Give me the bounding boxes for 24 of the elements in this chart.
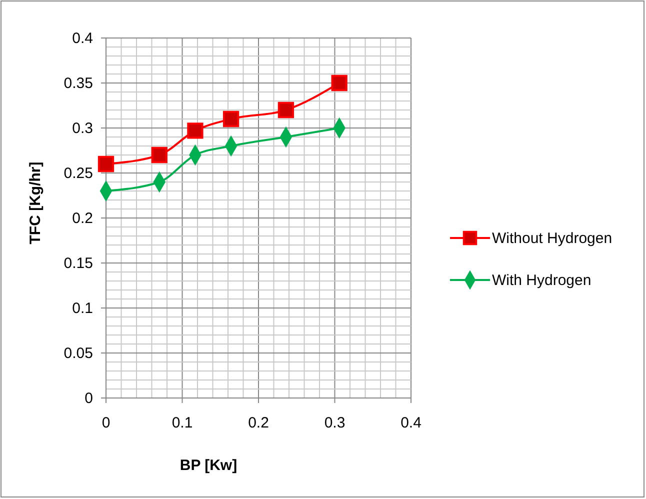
y-tick-label: 0.4 (72, 30, 93, 47)
legend-label: With Hydrogen (492, 272, 592, 289)
x-axis-title: BP [Kw] (180, 457, 238, 474)
y-tick-label: 0.35 (64, 74, 93, 92)
y-axis-title: TFC [Kg/hr] (27, 162, 44, 244)
point (331, 74, 348, 92)
y-tick-label: 0.1 (72, 300, 93, 317)
x-tick-label: 0.1 (172, 414, 193, 432)
point (222, 110, 240, 128)
y-tick-label: 0.05 (64, 344, 93, 362)
point (187, 122, 204, 139)
y-tick-label: 0.2 (72, 210, 93, 227)
y-tick-label: 0 (84, 390, 93, 407)
y-tick-label: 0.25 (64, 164, 93, 182)
point (278, 102, 294, 118)
x-tick-label: 0.4 (400, 414, 422, 432)
y-tick-label: 0.3 (72, 120, 93, 137)
x-tick-label: 0.2 (248, 414, 269, 432)
point (151, 146, 168, 164)
x-tick-label: 0.3 (324, 414, 346, 432)
legend-label: Without Hydrogen (492, 230, 612, 247)
point (98, 156, 114, 172)
x-tick-label: 0 (102, 414, 110, 432)
y-tick-label: 0.15 (64, 254, 93, 272)
